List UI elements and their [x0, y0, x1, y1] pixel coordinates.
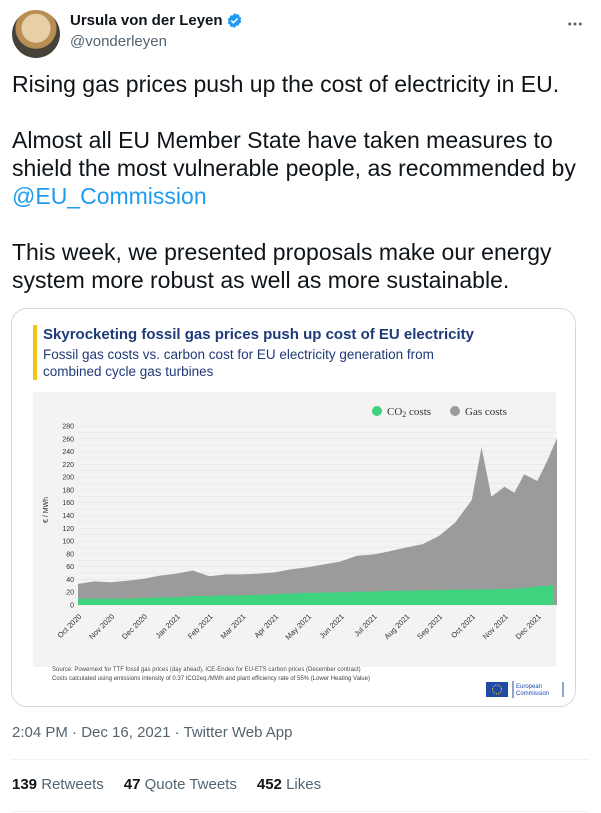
- y-tick-label: 220: [62, 462, 74, 469]
- tweet-paragraph-2: Almost all EU Member State have taken me…: [12, 126, 587, 210]
- gas-costs-area: [78, 438, 557, 605]
- tweet-client[interactable]: Twitter Web App: [183, 724, 293, 741]
- logo-text-2: Commission: [516, 691, 549, 697]
- likes-stat[interactable]: 452 Likes: [257, 776, 321, 793]
- author-handle[interactable]: @vonderleyen: [70, 33, 167, 50]
- logo-text-1: European: [516, 684, 542, 690]
- meta-separator-2: ·: [170, 724, 184, 741]
- media-image[interactable]: Skyrocketing fossil gas prices push up c…: [11, 308, 576, 707]
- more-horizontal-icon: [568, 22, 582, 26]
- y-tick-label: 260: [62, 436, 74, 443]
- quote-tweets-label: Quote Tweets: [144, 776, 237, 793]
- legend-gas-swatch: [450, 406, 460, 416]
- quote-tweets-count: 47: [123, 776, 141, 793]
- chart-subtitle-line-1: Fossil gas costs vs. carbon cost for EU …: [43, 347, 434, 362]
- y-axis-label: € / MWh: [43, 497, 50, 523]
- co2-costs-area: [78, 585, 554, 605]
- european-commission-logo: European Commission: [486, 681, 564, 698]
- y-tick-label: 140: [62, 513, 74, 520]
- tweet-date[interactable]: Dec 16, 2021: [81, 724, 171, 741]
- y-tick-label: 240: [62, 449, 74, 456]
- legend-co2-swatch: [372, 406, 382, 416]
- y-tick-label: 180: [62, 487, 74, 494]
- mention-link[interactable]: @EU_Commission: [12, 183, 207, 209]
- chart-source: Source: Powernext for TTF fossil gas pri…: [52, 667, 361, 673]
- y-tick-label: 200: [62, 475, 74, 482]
- y-tick-label: 40: [66, 577, 74, 584]
- y-tick-label: 280: [62, 424, 74, 431]
- meta-separator-1: ·: [67, 724, 82, 741]
- likes-count: 452: [256, 776, 282, 793]
- quote-tweets-stat[interactable]: 47 Quote Tweets: [124, 776, 237, 793]
- tweet-stats: 139 Retweets 47 Quote Tweets 452 Likes: [12, 776, 321, 793]
- author-name[interactable]: Ursula von der Leyen: [70, 12, 223, 29]
- divider-bottom: [12, 811, 589, 812]
- chart-title: Skyrocketing fossil gas prices push up c…: [43, 326, 475, 343]
- y-tick-label: 120: [62, 526, 74, 533]
- avatar[interactable]: [12, 10, 60, 58]
- author-name-row[interactable]: Ursula von der Leyen: [70, 12, 243, 29]
- y-tick-label: 20: [66, 590, 74, 597]
- retweets-label: Retweets: [41, 776, 104, 793]
- retweets-stat[interactable]: 139 Retweets: [12, 776, 104, 793]
- chart-areas: [78, 438, 557, 605]
- divider-top: [12, 759, 589, 760]
- y-tick-label: 100: [62, 539, 74, 546]
- y-tick-label: 60: [66, 564, 74, 571]
- eu-flag: [486, 682, 508, 697]
- chart-note: Costs calculated using emissions intensi…: [52, 676, 370, 682]
- chart: Skyrocketing fossil gas prices push up c…: [12, 309, 575, 706]
- tweet-meta: 2:04 PM · Dec 16, 2021 · Twitter Web App: [12, 724, 292, 741]
- tweet-paragraph-1: Rising gas prices push up the cost of el…: [12, 71, 560, 97]
- chart-legend: CO2 costs Gas costs: [372, 406, 507, 419]
- y-tick-label: 160: [62, 500, 74, 507]
- y-tick-label: 0: [70, 603, 74, 610]
- retweets-count: 139: [12, 776, 38, 793]
- tweet-header: Ursula von der Leyen @vonderleyen: [12, 8, 589, 58]
- legend-co2-label: CO2 costs: [387, 406, 431, 419]
- tweet-paragraph-3: This week, we presented proposals make o…: [12, 239, 552, 293]
- likes-label: Likes: [286, 776, 322, 793]
- tweet-text: Rising gas prices push up the cost of el…: [12, 70, 587, 294]
- more-options-button[interactable]: [565, 14, 585, 34]
- tweet-time[interactable]: 2:04 PM: [12, 724, 68, 741]
- tweet-paragraph-2-text: Almost all EU Member State have taken me…: [12, 127, 576, 181]
- y-tick-label: 80: [66, 551, 74, 558]
- legend-gas-label: Gas costs: [465, 406, 507, 418]
- verified-badge-icon: [227, 13, 241, 28]
- title-accent-bar: [33, 325, 37, 380]
- chart-subtitle-line-2: combined cycle gas turbines: [43, 364, 214, 379]
